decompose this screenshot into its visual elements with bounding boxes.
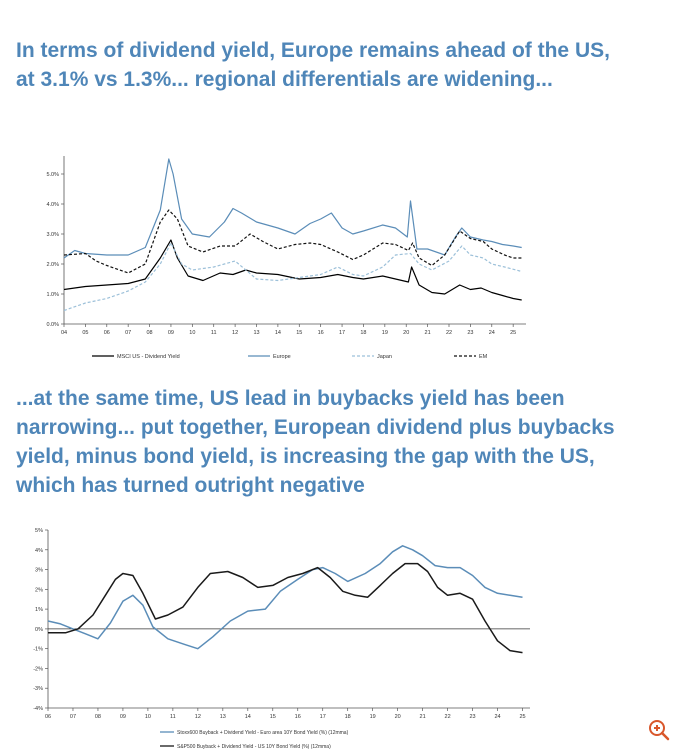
legend-label: S&P500 Buyback + Dividend Yield - US 10Y… (177, 744, 331, 750)
series-line-europe (63, 158, 522, 259)
x-tick-label: 05 (82, 330, 88, 336)
legend-label: MSCI US - Dividend Yield (117, 354, 180, 360)
y-tick-label: 2% (35, 587, 43, 593)
x-tick-label: 25 (510, 330, 516, 336)
headline-dividend-yield: In terms of dividend yield, Europe remai… (16, 39, 610, 91)
x-tick-label: 10 (145, 714, 151, 720)
x-tick-label: 20 (395, 714, 401, 720)
y-tick-label: 0% (35, 627, 43, 633)
x-tick-label: 20 (403, 330, 409, 336)
x-tick-label: 14 (275, 330, 281, 336)
x-tick-label: 06 (104, 330, 110, 336)
x-tick-label: 15 (270, 714, 276, 720)
x-tick-label: 13 (220, 714, 226, 720)
x-tick-label: 17 (320, 714, 326, 720)
legend-label: EM (479, 354, 488, 360)
series-line-s-p500-buyback-dividend-yield-us-10y-bond-yield-12mma (48, 562, 523, 654)
x-tick-label: 16 (318, 330, 324, 336)
x-tick-label: 12 (232, 330, 238, 336)
y-tick-label: -2% (33, 666, 43, 672)
y-tick-label: 3.0% (46, 232, 59, 238)
x-tick-label: 13 (253, 330, 259, 336)
series-line-stoxx600-buyback-dividend-yield-euro-area-10y-bond-yield-12mma (47, 545, 523, 650)
x-tick-label: 23 (469, 714, 475, 720)
x-tick-label: 09 (120, 714, 126, 720)
x-tick-label: 23 (467, 330, 473, 336)
x-tick-label: 16 (295, 714, 301, 720)
y-tick-label: 5.0% (46, 172, 59, 178)
x-tick-label: 07 (125, 330, 131, 336)
legend-item-europe: Europe (248, 354, 291, 360)
x-tick-label: 10 (189, 330, 195, 336)
x-tick-label: 22 (446, 330, 452, 336)
y-tick-label: -3% (33, 686, 43, 692)
legend-item-japan: Japan (352, 354, 392, 360)
x-tick-label: 07 (70, 714, 76, 720)
x-tick-label: 15 (296, 330, 302, 336)
x-tick-label: 09 (168, 330, 174, 336)
chart-dividend-yield: 0.0% 1.0% 2.0% 3.0% 4.0% 5.0% 04 05 06 07 08 09 10 11… (46, 156, 526, 360)
x-tick-label: 06 (45, 714, 51, 720)
legend-item-em: EM (454, 354, 488, 360)
y-tick-label: 4.0% (46, 202, 59, 208)
x-tick-label: 25 (519, 714, 525, 720)
y-tick-label: 0.0% (46, 322, 59, 328)
legend-label: Stoxx600 Buyback + Dividend Yield - Euro… (177, 730, 349, 736)
y-tick-label: 5% (35, 528, 43, 534)
legend-label: Europe (273, 354, 291, 360)
x-tick-label: 24 (494, 714, 500, 720)
y-tick-label: 2.0% (46, 262, 59, 268)
x-tick-label: 17 (339, 330, 345, 336)
y-tick-label: 4% (35, 548, 43, 554)
y-tick-label: -4% (33, 706, 43, 712)
x-tick-label: 12 (195, 714, 201, 720)
legend-label: Japan (377, 354, 392, 360)
y-tick-label: -1% (33, 647, 43, 653)
series-line-japan (63, 242, 522, 312)
x-tick-label: 21 (425, 330, 431, 336)
x-tick-label: 08 (95, 714, 101, 720)
x-tick-label: 08 (146, 330, 152, 336)
x-tick-label: 19 (370, 714, 376, 720)
zoom-in-icon[interactable] (647, 718, 671, 742)
y-tick-label: 1% (35, 607, 43, 613)
x-tick-label: 14 (245, 714, 251, 720)
series-line-msci-us-dividend-yield (63, 239, 522, 301)
x-tick-label: 18 (345, 714, 351, 720)
legend-item-stoxx600-buyback-dividend-yield-euro-area-10y-bond-yield-12mma: Stoxx600 Buyback + Dividend Yield - Euro… (160, 730, 349, 736)
chart-buyback-dividend-minus-bond: -4% -3% -2% -1% 0% 1% 2% 3% 4% 5% 06 07 08 09 10 11 12 13… (33, 528, 530, 750)
x-tick-label: 18 (360, 330, 366, 336)
x-tick-label: 19 (382, 330, 388, 336)
x-tick-label: 11 (170, 714, 176, 720)
y-tick-label: 3% (35, 568, 43, 574)
series-line-em (63, 209, 522, 274)
legend-item-s-p500-buyback-dividend-yield-us-10y-bond-yield-12mma: S&P500 Buyback + Dividend Yield - US 10Y… (160, 744, 331, 750)
headline-buybacks-yield: ...at the same time, US lead in buybacks… (16, 387, 615, 497)
y-tick-label: 1.0% (46, 292, 59, 298)
x-tick-label: 21 (420, 714, 426, 720)
x-tick-label: 22 (445, 714, 451, 720)
x-tick-label: 04 (61, 330, 67, 336)
legend-item-msci-us-dividend-yield: MSCI US - Dividend Yield (92, 354, 180, 360)
x-tick-label: 11 (211, 330, 217, 336)
x-tick-label: 24 (489, 330, 495, 336)
